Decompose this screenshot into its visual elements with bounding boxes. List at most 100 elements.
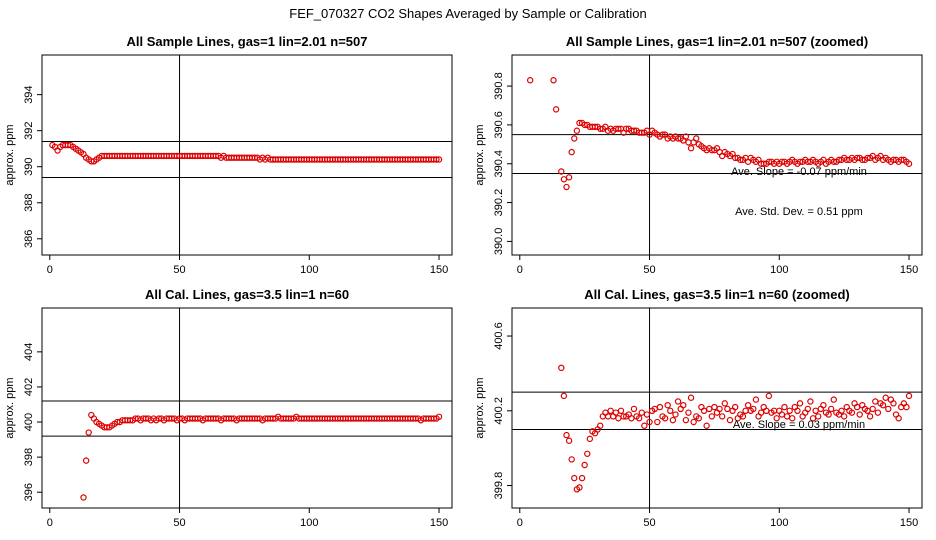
data-point bbox=[898, 156, 905, 164]
data-point bbox=[703, 422, 710, 429]
data-point bbox=[591, 123, 599, 131]
data-point bbox=[597, 422, 604, 429]
data-point bbox=[731, 403, 739, 411]
data-point bbox=[708, 413, 716, 420]
data-point bbox=[654, 418, 661, 426]
x-tick-label: 100 bbox=[770, 264, 788, 276]
y-tick-label: 392 bbox=[23, 121, 35, 139]
data-point bbox=[853, 154, 861, 162]
data-point bbox=[615, 415, 622, 422]
data-point bbox=[576, 484, 583, 491]
data-point bbox=[708, 146, 716, 154]
data-point bbox=[742, 407, 749, 415]
x-tick-label: 50 bbox=[173, 264, 185, 276]
x-tick-label: 150 bbox=[430, 517, 448, 529]
data-point bbox=[682, 416, 690, 424]
data-point bbox=[874, 409, 882, 416]
y-tick-label: 394 bbox=[23, 85, 35, 103]
y-tick-label: 390.4 bbox=[493, 150, 505, 178]
plot-frame bbox=[41, 54, 453, 256]
data-point bbox=[672, 411, 679, 418]
data-point bbox=[638, 409, 645, 416]
data-point bbox=[820, 401, 827, 409]
y-tick-label: 390.2 bbox=[493, 189, 505, 217]
data-point bbox=[825, 411, 832, 418]
data-point bbox=[435, 156, 443, 163]
data-point bbox=[617, 407, 625, 415]
chart-annotation: Ave. Slope = 0.03 ppm/min bbox=[733, 419, 865, 431]
data-point bbox=[669, 416, 677, 424]
data-point bbox=[744, 401, 752, 409]
data-point bbox=[885, 405, 892, 413]
data-point bbox=[731, 154, 739, 162]
data-point bbox=[664, 401, 671, 409]
data-point bbox=[550, 77, 557, 84]
chart-panel: All Cal. Lines, gas=3.5 lin=1 n=60 approx… bbox=[4, 287, 453, 529]
data-point bbox=[848, 409, 856, 416]
data-point bbox=[872, 398, 879, 405]
y-tick-label: 400.2 bbox=[493, 397, 505, 425]
data-point bbox=[558, 168, 565, 175]
y-tick-label: 404 bbox=[23, 343, 35, 361]
data-point bbox=[82, 457, 90, 464]
x-tick-label: 150 bbox=[430, 264, 448, 276]
data-point bbox=[724, 405, 731, 413]
data-point bbox=[597, 125, 604, 132]
data-point bbox=[695, 415, 703, 422]
data-point bbox=[804, 158, 812, 165]
data-point bbox=[630, 127, 638, 134]
figure-title: FEF_070327 CO2 Shapes Averaged by Sample… bbox=[289, 6, 647, 21]
x-tick-label: 0 bbox=[517, 264, 523, 276]
data-point bbox=[796, 400, 804, 407]
data-point bbox=[856, 411, 863, 418]
data-point bbox=[690, 418, 697, 426]
data-point bbox=[615, 125, 622, 132]
series-points bbox=[49, 141, 443, 165]
data-point bbox=[568, 456, 575, 463]
data-point bbox=[726, 416, 734, 424]
data-point bbox=[560, 176, 568, 183]
chart-annotation: Ave. Std. Dev. = 0.51 ppm bbox=[735, 206, 863, 218]
data-point bbox=[682, 133, 690, 140]
data-point bbox=[890, 400, 897, 407]
data-point bbox=[581, 461, 588, 469]
data-point bbox=[576, 119, 583, 127]
data-point bbox=[830, 396, 837, 403]
data-point bbox=[882, 394, 889, 401]
data-point bbox=[85, 429, 92, 436]
chart-panel: All Sample Lines, gas=1 lin=2.01 n=507 (… bbox=[474, 34, 923, 276]
y-tick-label: 388 bbox=[23, 194, 35, 212]
y-axis-label: approx. ppm bbox=[474, 377, 486, 438]
plot-frame bbox=[41, 307, 453, 509]
chart-panel: All Cal. Lines, gas=3.5 lin=1 n=60 (zoom… bbox=[474, 287, 923, 529]
data-point bbox=[739, 413, 747, 420]
data-point bbox=[552, 106, 560, 113]
data-point bbox=[560, 392, 568, 400]
data-point bbox=[659, 131, 666, 138]
data-point bbox=[661, 415, 669, 422]
data-point bbox=[685, 139, 692, 146]
chart-title: All Sample Lines, gas=1 lin=2.01 n=507 bbox=[127, 34, 368, 49]
data-point bbox=[581, 121, 588, 129]
data-point bbox=[693, 135, 700, 142]
data-point bbox=[737, 156, 744, 164]
data-point bbox=[680, 401, 687, 409]
data-point bbox=[568, 148, 575, 156]
data-point bbox=[656, 403, 664, 411]
data-point bbox=[807, 398, 814, 405]
data-point bbox=[716, 405, 723, 413]
data-point bbox=[750, 405, 757, 413]
data-point bbox=[778, 411, 786, 418]
data-point bbox=[905, 160, 913, 167]
data-point bbox=[687, 145, 695, 152]
series-points bbox=[558, 364, 913, 493]
data-point bbox=[789, 415, 796, 422]
y-tick-label: 398 bbox=[23, 448, 35, 466]
data-point bbox=[905, 392, 913, 400]
y-axis-label: approx. ppm bbox=[474, 124, 486, 185]
data-point bbox=[786, 407, 793, 415]
data-point bbox=[830, 158, 837, 165]
x-tick-label: 0 bbox=[47, 517, 53, 529]
data-point bbox=[843, 156, 850, 164]
